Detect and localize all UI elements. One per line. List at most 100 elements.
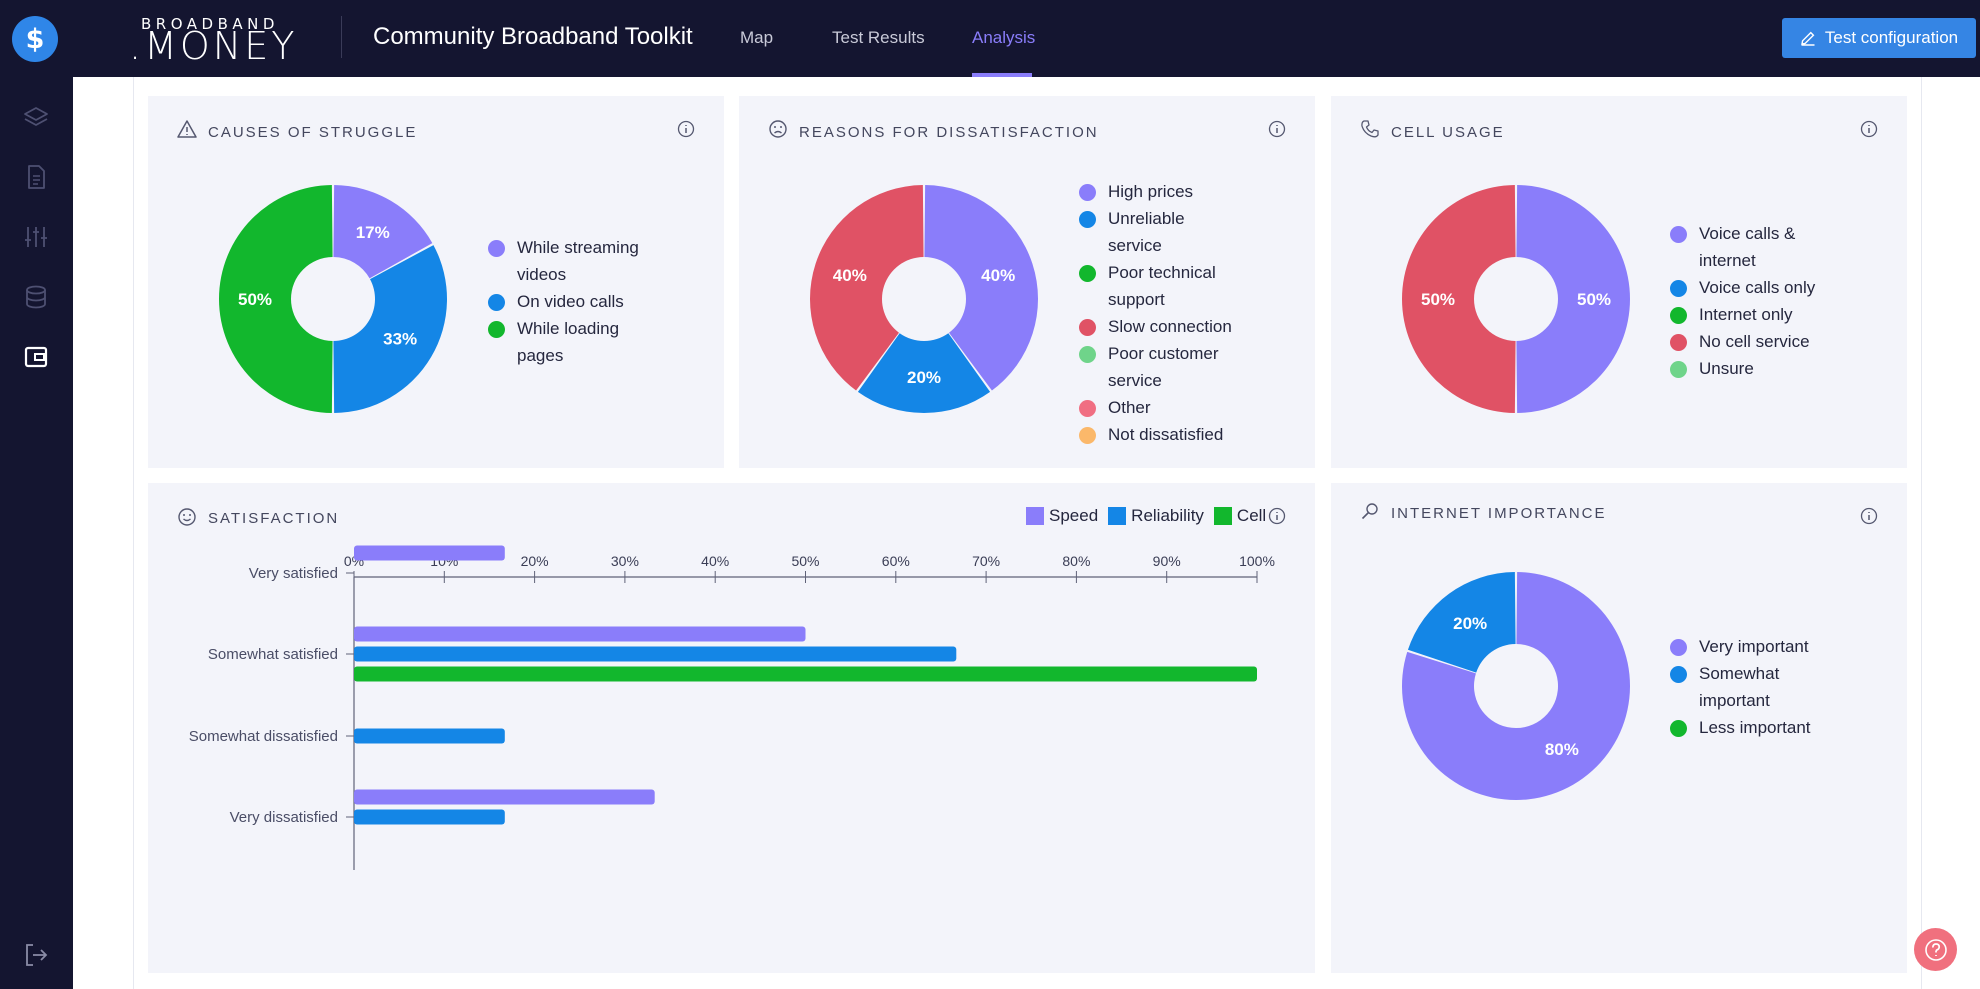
donut-slice[interactable] bbox=[1407, 572, 1516, 673]
info-icon[interactable] bbox=[1267, 119, 1287, 139]
legend-item[interactable]: On video calls bbox=[488, 288, 648, 315]
reasons-for-dissatisfaction-card: Reasons for dissatisfaction 40% 20% 40% Hi… bbox=[739, 96, 1315, 468]
legend-item[interactable]: Less important bbox=[1670, 714, 1830, 741]
legend-item[interactable]: Unsure bbox=[1670, 355, 1830, 382]
donut-slice[interactable] bbox=[924, 185, 1038, 391]
legend-item-cell[interactable]: Cell bbox=[1213, 506, 1267, 526]
card-title: Cell usage bbox=[1391, 124, 1505, 141]
legend-dot bbox=[1079, 400, 1096, 417]
header-divider bbox=[341, 16, 342, 58]
card-title: Satisfaction bbox=[208, 510, 340, 527]
frown-icon bbox=[769, 120, 787, 138]
legend-item[interactable]: Internet only bbox=[1670, 301, 1830, 328]
legend-item[interactable]: Other bbox=[1079, 394, 1239, 421]
brand-name-bottom: .MONEY bbox=[129, 24, 298, 68]
legend-item[interactable]: Somewhat important bbox=[1670, 660, 1830, 714]
tab-analysis[interactable]: Analysis bbox=[972, 28, 1036, 47]
donut-slice[interactable] bbox=[333, 185, 433, 279]
legend-label: Very important bbox=[1699, 637, 1809, 656]
legend-item[interactable]: Slow connection bbox=[1079, 313, 1239, 340]
legend-item[interactable]: Unreliable service bbox=[1079, 205, 1239, 259]
wallet-icon[interactable] bbox=[20, 341, 52, 373]
legend-item[interactable]: Poor technical support bbox=[1079, 259, 1239, 313]
slice-value-label: 17% bbox=[356, 223, 390, 242]
svg-text:$: $ bbox=[26, 24, 45, 54]
legend-label: Cell bbox=[1236, 506, 1267, 525]
legend-dot bbox=[488, 240, 505, 257]
bar-speed[interactable] bbox=[354, 626, 806, 642]
tab-map[interactable]: Map bbox=[740, 28, 774, 47]
satisfaction-bar-chart: 0% 10% 20% 30% 40% 50% 60% 70% 80% 90% 100%Very sa… bbox=[189, 545, 1275, 870]
left-sidebar bbox=[0, 77, 73, 989]
donut-slice[interactable] bbox=[1516, 185, 1630, 413]
legend-item-speed[interactable]: Speed bbox=[1026, 506, 1098, 526]
dissatisfaction-donut-chart: 40% 20% 40% bbox=[810, 185, 1038, 413]
sliders-icon[interactable] bbox=[20, 221, 52, 253]
legend-item-reliability[interactable]: Reliability bbox=[1108, 506, 1204, 526]
legend-item[interactable]: Poor customer service bbox=[1079, 340, 1239, 394]
tab-test-results[interactable]: Test Results bbox=[832, 28, 925, 47]
slice-value-label: 50% bbox=[1577, 290, 1611, 309]
struggle-donut-chart: 17% 33% 50% bbox=[219, 185, 447, 413]
bar-reliability[interactable] bbox=[354, 728, 505, 744]
y-tick-label: Very dissatisfied bbox=[230, 809, 338, 826]
legend-swatch bbox=[1213, 507, 1232, 525]
donut-slice[interactable] bbox=[1402, 185, 1516, 413]
legend-label: Internet only bbox=[1699, 305, 1793, 324]
x-tick-label: 80% bbox=[1062, 553, 1090, 569]
legend-item[interactable]: High prices bbox=[1079, 178, 1239, 205]
database-icon[interactable] bbox=[20, 281, 52, 313]
slice-value-label: 50% bbox=[238, 290, 272, 309]
help-button[interactable] bbox=[1914, 928, 1957, 971]
slice-value-label: 33% bbox=[383, 330, 417, 349]
legend-label: Reliability bbox=[1131, 506, 1204, 525]
donut-slice[interactable] bbox=[810, 185, 924, 391]
slice-value-label: 50% bbox=[1421, 290, 1455, 309]
bar-reliability[interactable] bbox=[354, 646, 957, 662]
active-tab-indicator bbox=[972, 73, 1032, 77]
bar-cell[interactable] bbox=[354, 666, 1257, 682]
legend-item[interactable]: No cell service bbox=[1670, 328, 1830, 355]
dollar-logo-icon[interactable]: $ bbox=[12, 16, 58, 62]
legend-label: On video calls bbox=[517, 292, 624, 311]
internet-importance-card: Internet importance 80% 20% Very importan… bbox=[1331, 483, 1907, 973]
legend-item[interactable]: Not dissatisfied bbox=[1079, 421, 1239, 448]
layers-icon[interactable] bbox=[20, 101, 52, 133]
info-icon[interactable] bbox=[1267, 506, 1287, 526]
info-icon[interactable] bbox=[1859, 506, 1879, 526]
info-icon[interactable] bbox=[676, 119, 696, 139]
info-icon[interactable] bbox=[1859, 119, 1879, 139]
donut-slice[interactable] bbox=[333, 245, 447, 413]
bar-speed[interactable] bbox=[354, 545, 505, 561]
logout-icon[interactable] bbox=[20, 939, 52, 971]
legend-label: Voice calls only bbox=[1699, 278, 1816, 297]
top-navigation-bar: $ BROADBAND .MONEY Community Broadband T… bbox=[0, 0, 1980, 77]
legend-label: While loading pages bbox=[517, 319, 620, 365]
legend-item[interactable]: Very important bbox=[1670, 633, 1830, 660]
phone-icon bbox=[1361, 120, 1379, 138]
magnifier-icon bbox=[1361, 503, 1378, 520]
y-tick-label: Somewhat satisfied bbox=[208, 646, 338, 663]
slice-value-label: 80% bbox=[1545, 740, 1579, 759]
document-icon[interactable] bbox=[20, 161, 52, 193]
legend-item[interactable]: While streaming videos bbox=[488, 234, 648, 288]
donut-slice[interactable] bbox=[1402, 572, 1630, 800]
dissatisfaction-legend: High prices Unreliable service Poor techni… bbox=[1079, 178, 1239, 448]
legend-label: Slow connection bbox=[1108, 317, 1232, 336]
legend-dot bbox=[1670, 307, 1687, 324]
bar-reliability[interactable] bbox=[354, 809, 505, 825]
legend-dot bbox=[1079, 265, 1096, 282]
legend-label: No cell service bbox=[1699, 332, 1810, 351]
bar-speed[interactable] bbox=[354, 789, 655, 805]
legend-item[interactable]: Voice calls & internet bbox=[1670, 220, 1830, 274]
donut-slice[interactable] bbox=[857, 333, 991, 413]
pencil-icon bbox=[1800, 31, 1815, 46]
donut-slice[interactable] bbox=[219, 185, 333, 413]
legend-item[interactable]: Voice calls only bbox=[1670, 274, 1830, 301]
test-configuration-button[interactable]: Test configuration bbox=[1782, 18, 1976, 58]
slice-value-label: 40% bbox=[833, 266, 867, 285]
app-title: Community Broadband Toolkit bbox=[373, 23, 693, 50]
slice-value-label: 20% bbox=[907, 368, 941, 387]
legend-dot bbox=[1670, 280, 1687, 297]
legend-item[interactable]: While loading pages bbox=[488, 315, 648, 369]
